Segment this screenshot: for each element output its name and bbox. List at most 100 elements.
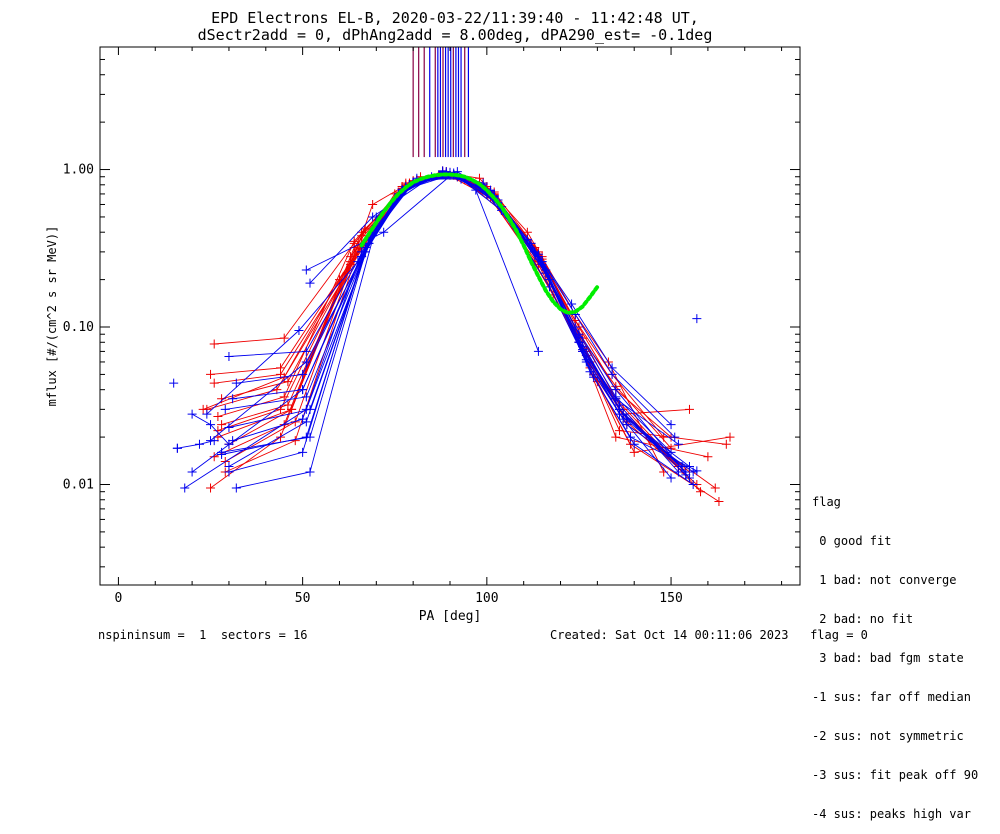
data-point xyxy=(684,404,694,414)
chart-marks xyxy=(169,47,735,506)
data-point xyxy=(353,257,363,267)
data-point xyxy=(209,436,219,446)
series-line xyxy=(191,171,676,473)
x-tick-label: 0 xyxy=(115,591,123,606)
data-point xyxy=(537,257,547,267)
data-point xyxy=(368,212,378,222)
y-tick-label: 0.01 xyxy=(63,477,94,492)
data-point xyxy=(187,409,197,419)
data-point xyxy=(301,404,311,414)
legend-item: -2 sus: not symmetric xyxy=(812,729,964,743)
data-point xyxy=(673,439,683,449)
data-point xyxy=(305,467,315,477)
data-point xyxy=(626,432,636,442)
data-point xyxy=(629,439,639,449)
legend-item: -1 sus: far off median xyxy=(812,690,971,704)
data-point xyxy=(301,346,311,356)
data-point xyxy=(533,346,543,356)
data-point xyxy=(567,299,577,309)
series-line xyxy=(203,171,665,473)
data-point xyxy=(209,452,219,462)
series-line xyxy=(232,174,687,476)
series-line xyxy=(210,173,687,473)
x-tick-label: 150 xyxy=(659,591,682,606)
legend-item: -3 sus: fit peak off 90 xyxy=(812,768,979,782)
x-tick-label: 100 xyxy=(475,591,498,606)
data-point xyxy=(611,432,621,442)
series-line xyxy=(232,171,683,467)
series-line xyxy=(225,171,672,453)
data-point xyxy=(666,473,676,483)
data-point xyxy=(578,346,588,356)
data-point xyxy=(217,447,227,457)
chart-title-line2: dSectr2add = 0, dPhAng2add = 8.00deg, dP… xyxy=(198,26,713,44)
data-point xyxy=(379,227,389,237)
series-line xyxy=(221,177,694,485)
data-point xyxy=(298,385,308,395)
data-point xyxy=(471,185,481,195)
data-point xyxy=(589,372,599,382)
data-point xyxy=(544,282,554,292)
data-point xyxy=(206,369,216,379)
series-line xyxy=(221,174,672,479)
flag-legend: flag 0 good fit 1 bad: not converge 2 ba… xyxy=(812,470,978,834)
fit-curve xyxy=(359,172,600,315)
data-point xyxy=(228,394,238,404)
data-point xyxy=(206,420,216,430)
data-point xyxy=(294,326,304,336)
data-point xyxy=(670,432,680,442)
series-line xyxy=(214,173,672,449)
data-point xyxy=(180,483,190,493)
data-point xyxy=(224,439,234,449)
chart-svg: EPD Electrons EL-B, 2020-03-22/11:39:40 … xyxy=(45,9,801,624)
data-point xyxy=(283,400,293,410)
y-axis-label: mflux [#/(cm^2 s sr MeV)] xyxy=(45,226,59,407)
series-line xyxy=(306,172,539,352)
data-point xyxy=(681,467,691,477)
data-point xyxy=(298,369,308,379)
data-point xyxy=(220,404,230,414)
plot-frame xyxy=(99,46,801,586)
series-line xyxy=(210,172,679,467)
data-point xyxy=(305,278,315,288)
data-point xyxy=(688,479,698,489)
data-point xyxy=(607,363,617,373)
data-point xyxy=(169,378,179,388)
data-point xyxy=(714,496,724,506)
y-tick-label: 1.00 xyxy=(63,163,94,178)
data-point xyxy=(213,412,223,422)
data-point xyxy=(301,357,311,367)
data-point xyxy=(710,483,720,493)
data-point xyxy=(677,462,687,472)
data-point xyxy=(224,462,234,472)
data-point xyxy=(287,404,297,414)
chart-title-line1: EPD Electrons EL-B, 2020-03-22/11:39:40 … xyxy=(211,9,699,27)
footer-right: Created: Sat Oct 14 00:11:06 2023 flag =… xyxy=(550,628,868,642)
data-point xyxy=(202,409,212,419)
footer-left: nspininsum = 1 sectors = 16 xyxy=(98,628,308,642)
series-line xyxy=(236,177,698,489)
data-point xyxy=(279,333,289,343)
data-point xyxy=(172,443,182,453)
data-point xyxy=(721,439,731,449)
legend-item: 1 bad: not converge xyxy=(812,573,957,587)
data-point xyxy=(187,467,197,477)
y-tick-label: 0.10 xyxy=(63,320,94,335)
legend-item: 2 bad: no fit xyxy=(812,612,914,626)
data-point xyxy=(703,452,713,462)
data-point xyxy=(301,417,311,427)
data-point xyxy=(474,173,484,183)
legend-item: 0 good fit xyxy=(812,534,892,548)
data-point xyxy=(725,432,735,442)
axes: 0 50 100 150 0.01 0.10 1.00 xyxy=(63,46,800,606)
data-point xyxy=(231,483,241,493)
legend-title: flag xyxy=(812,495,841,509)
series-line xyxy=(228,176,694,473)
series-line xyxy=(206,170,665,438)
data-point xyxy=(224,351,234,361)
data-point xyxy=(206,483,216,493)
data-point xyxy=(305,432,315,442)
data-point xyxy=(629,447,639,457)
data-point xyxy=(364,238,374,248)
x-tick-label: 50 xyxy=(295,591,311,606)
